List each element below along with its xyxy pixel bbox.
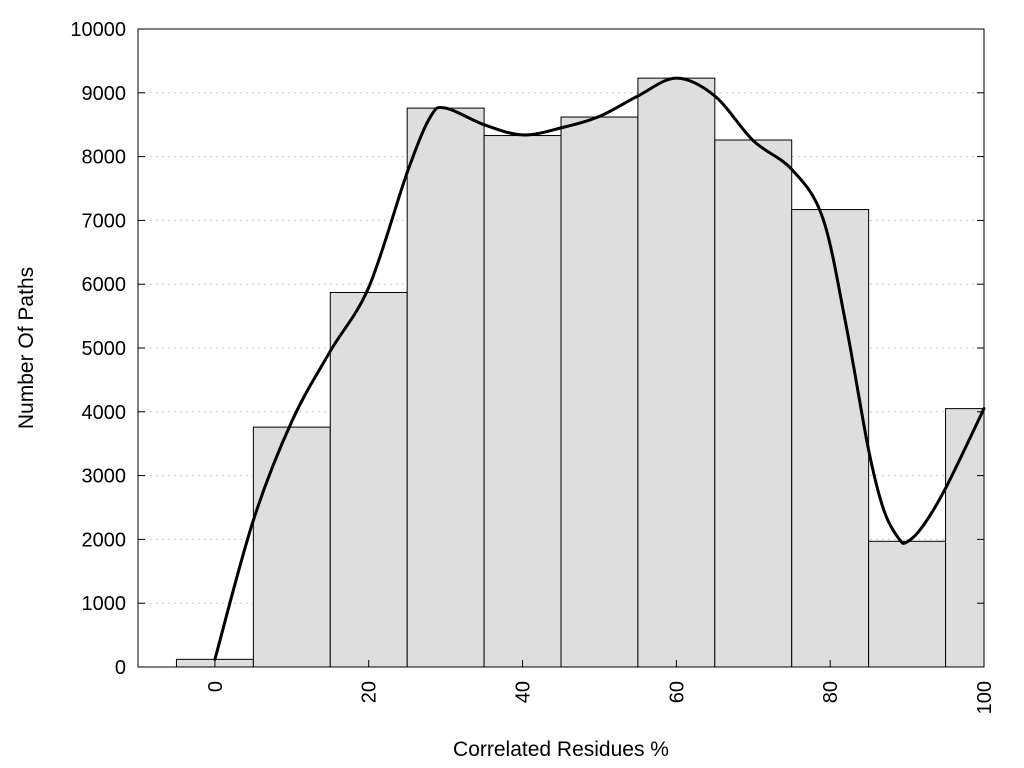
y-tick-label: 5000 xyxy=(82,338,127,360)
x-axis-ticks: 0 20 40 60 80 100 xyxy=(205,660,996,714)
x-axis-title: Correlated Residues % xyxy=(453,738,669,761)
y-tick-label: 0 xyxy=(115,657,126,679)
y-tick-label: 6000 xyxy=(82,274,127,296)
y-tick-label: 2000 xyxy=(82,529,127,551)
histogram-bar xyxy=(791,209,870,668)
x-tick-label: 60 xyxy=(666,681,688,703)
histogram-bar xyxy=(252,426,331,668)
x-tick-label: 40 xyxy=(513,681,535,703)
y-tick-label: 10000 xyxy=(70,19,126,41)
y-tick-label: 1000 xyxy=(82,593,127,615)
x-tick-label: 100 xyxy=(974,681,996,714)
histogram-bar xyxy=(406,107,485,668)
y-axis-ticks: 0 1000 2000 3000 4000 5000 6000 7000 8000 9000 100… xyxy=(70,19,984,679)
y-tick-label: 9000 xyxy=(82,83,127,105)
histogram-bar xyxy=(637,77,716,668)
histogram-bar xyxy=(868,540,947,668)
histogram-bar xyxy=(714,139,793,668)
x-tick-label: 20 xyxy=(359,681,381,703)
x-tick-label: 0 xyxy=(205,681,227,692)
histogram-bar xyxy=(329,291,408,668)
density-curve xyxy=(213,76,986,661)
bars xyxy=(175,77,985,668)
y-tick-label: 8000 xyxy=(82,147,127,169)
histogram-bar xyxy=(483,135,562,668)
x-tick-label: 80 xyxy=(820,681,842,703)
density-line xyxy=(213,76,986,661)
y-tick-label: 4000 xyxy=(82,402,127,424)
y-tick-label: 7000 xyxy=(82,210,127,232)
y-tick-label: 3000 xyxy=(82,466,127,488)
y-axis-title: Number Of Paths xyxy=(15,267,38,429)
histogram-bar xyxy=(560,116,639,668)
